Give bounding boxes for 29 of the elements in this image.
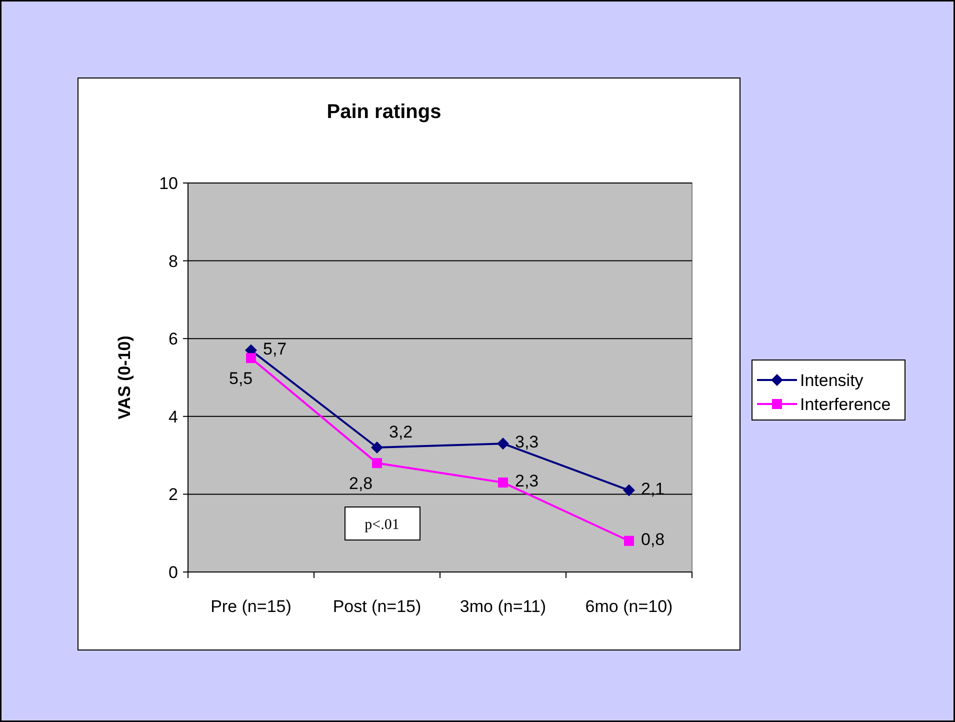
y-tick-label: 8	[168, 252, 178, 271]
y-tick-label: 0	[168, 562, 178, 582]
x-tick-label: Pre (n=15)	[210, 597, 292, 616]
data-label: 5,7	[263, 339, 287, 358]
data-label: 2,3	[515, 472, 539, 491]
x-tick-label: 3mo (n=11)	[460, 597, 546, 616]
x-tick-label: Post (n=15)	[332, 597, 422, 616]
y-axis-title: VAS (0-10)	[115, 336, 134, 420]
point	[498, 478, 508, 488]
data-label: 2,8	[349, 474, 373, 494]
data-label: 0,8	[641, 530, 665, 549]
point	[624, 536, 634, 546]
y-tick-label: 6	[168, 330, 178, 349]
point	[372, 458, 382, 468]
chart-title: Pain ratings	[326, 101, 442, 123]
annotation: p<.01	[364, 517, 400, 533]
data-label: 3,2	[389, 422, 413, 442]
point	[246, 353, 256, 364]
y-tick-label: 2	[168, 485, 178, 504]
legend-label: Interference	[800, 394, 891, 414]
y-tick-label: 10	[159, 174, 178, 193]
legend-label: Intensity	[800, 370, 864, 390]
x-tick-label: 6mo (n=10)	[585, 597, 673, 616]
point	[497, 438, 509, 450]
point	[623, 484, 635, 496]
y-tick-label: 4	[168, 407, 178, 426]
point	[371, 442, 383, 454]
data-label: 3,3	[515, 432, 539, 452]
data-label: 5,5	[229, 369, 253, 388]
